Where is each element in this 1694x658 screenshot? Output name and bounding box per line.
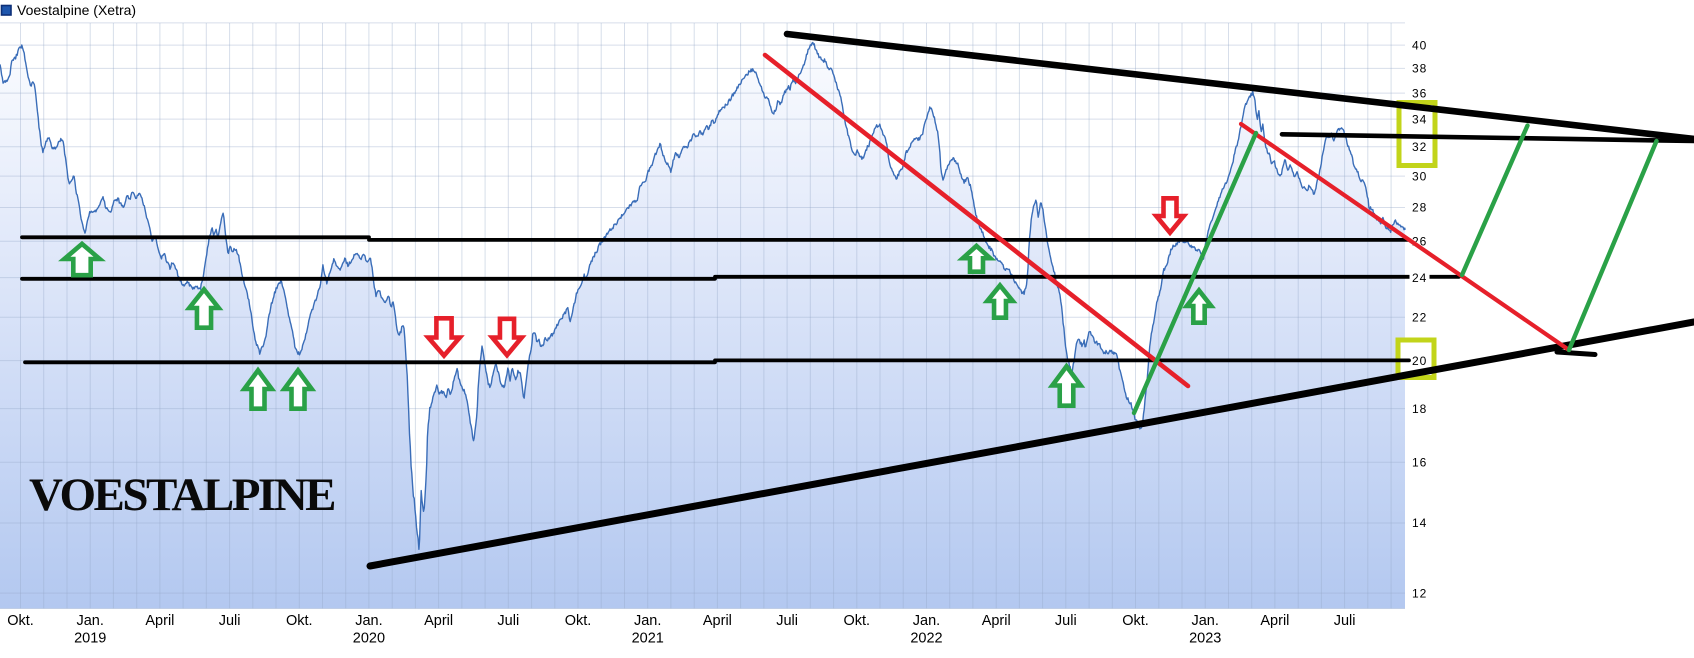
svg-text:40: 40 — [1412, 38, 1427, 52]
svg-text:20: 20 — [1412, 354, 1427, 368]
svg-text:12: 12 — [1412, 586, 1427, 600]
svg-text:2022: 2022 — [910, 631, 942, 647]
svg-text:Jan.: Jan. — [76, 613, 103, 629]
svg-text:Voestalpine (Xetra): Voestalpine (Xetra) — [17, 2, 136, 18]
svg-text:Okt.: Okt. — [1122, 613, 1149, 629]
svg-text:April: April — [982, 613, 1011, 629]
svg-text:April: April — [424, 613, 453, 629]
svg-text:36: 36 — [1412, 86, 1427, 100]
svg-text:38: 38 — [1412, 62, 1427, 76]
svg-text:Juli: Juli — [219, 613, 241, 629]
svg-text:Okt.: Okt. — [844, 613, 871, 629]
svg-text:32: 32 — [1412, 140, 1427, 154]
svg-text:April: April — [703, 613, 732, 629]
svg-text:Okt.: Okt. — [7, 613, 34, 629]
svg-text:Juli: Juli — [1055, 613, 1077, 629]
svg-text:April: April — [145, 613, 174, 629]
svg-text:14: 14 — [1412, 516, 1427, 530]
svg-text:2019: 2019 — [74, 631, 106, 647]
svg-text:April: April — [1260, 613, 1289, 629]
svg-text:2021: 2021 — [632, 631, 664, 647]
svg-text:Jan.: Jan. — [355, 613, 382, 629]
svg-text:Jan.: Jan. — [634, 613, 661, 629]
svg-text:30: 30 — [1412, 169, 1427, 183]
svg-text:16: 16 — [1412, 455, 1427, 469]
svg-text:Juli: Juli — [1334, 613, 1356, 629]
svg-text:28: 28 — [1412, 201, 1427, 215]
svg-text:Juli: Juli — [497, 613, 519, 629]
svg-text:2023: 2023 — [1189, 631, 1221, 647]
svg-text:18: 18 — [1412, 402, 1427, 416]
svg-text:VOESTALPINE: VOESTALPINE — [29, 469, 334, 521]
svg-text:Jan.: Jan. — [913, 613, 940, 629]
svg-text:Okt.: Okt. — [286, 613, 313, 629]
svg-text:22: 22 — [1412, 310, 1427, 324]
svg-text:24: 24 — [1412, 271, 1427, 285]
svg-text:Jan.: Jan. — [1191, 613, 1218, 629]
svg-text:Juli: Juli — [776, 613, 798, 629]
svg-text:2020: 2020 — [353, 631, 385, 647]
svg-text:Okt.: Okt. — [565, 613, 592, 629]
svg-text:34: 34 — [1412, 112, 1427, 126]
